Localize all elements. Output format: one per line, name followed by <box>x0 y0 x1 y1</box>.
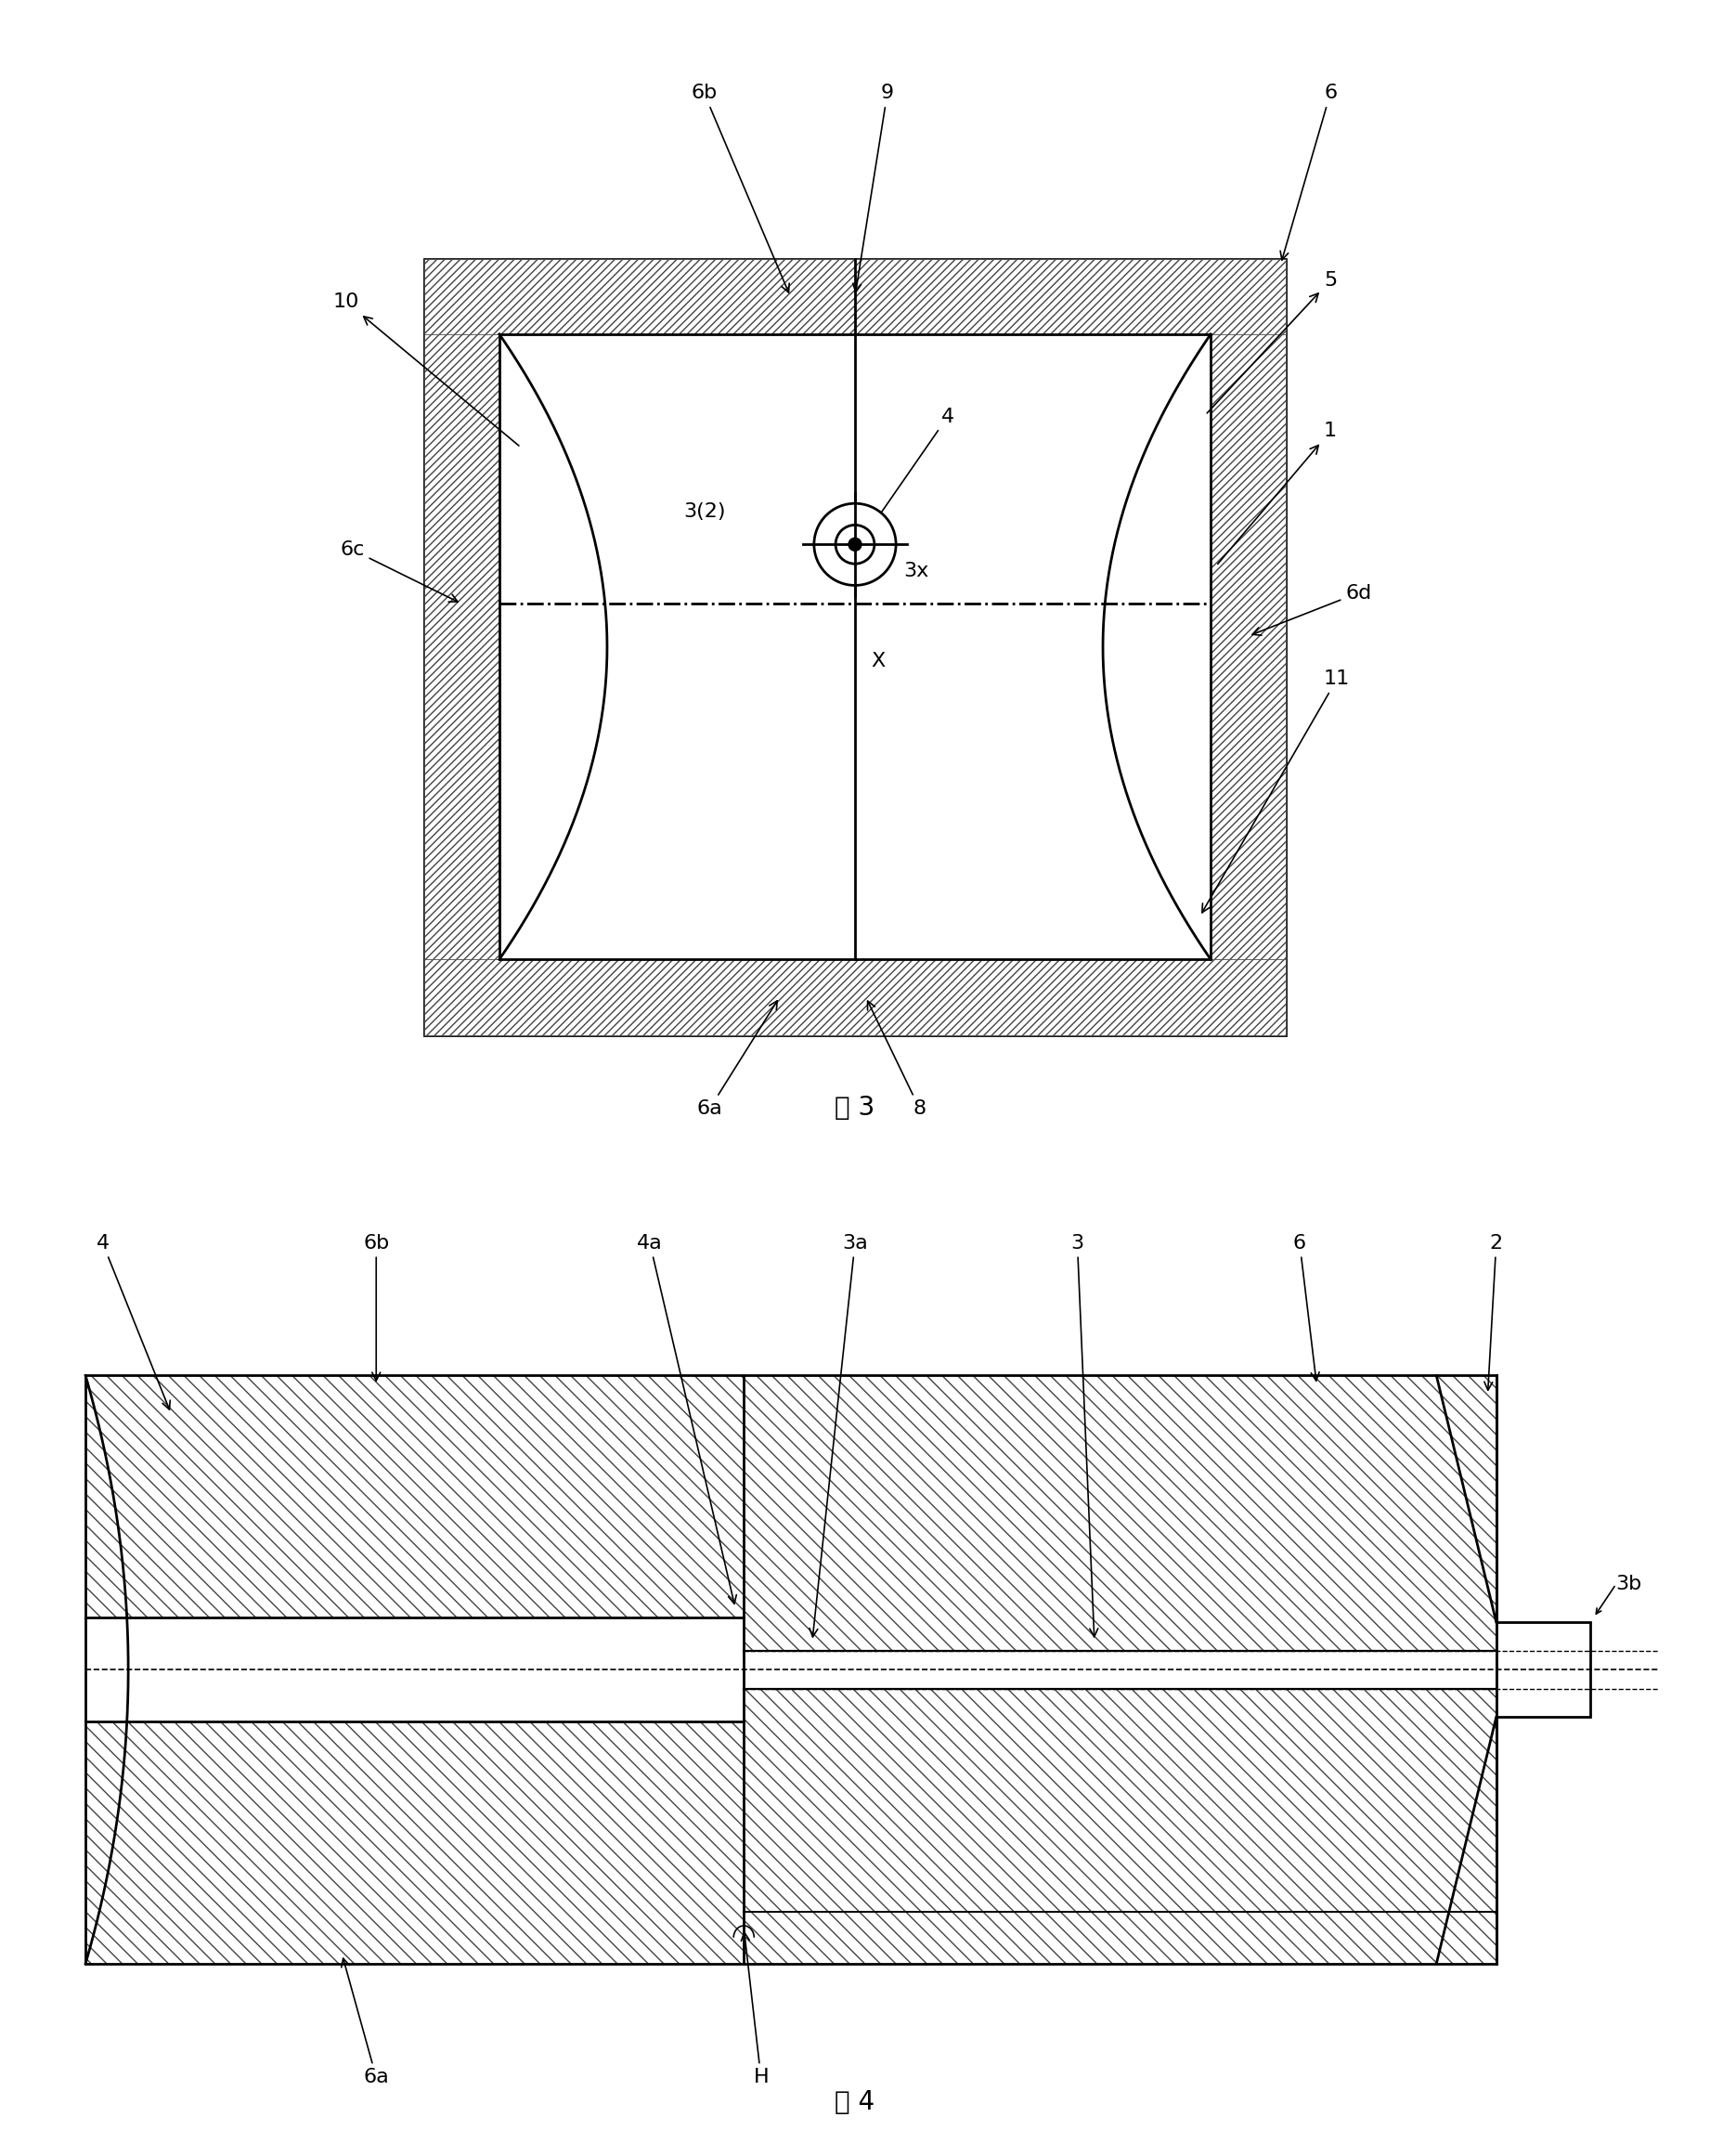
Bar <box>1211 334 1286 959</box>
Text: 3: 3 <box>1070 1233 1098 1636</box>
Text: 6: 6 <box>1281 84 1337 261</box>
Text: X: X <box>870 651 886 671</box>
Bar <box>424 259 1286 1035</box>
Text: 6b: 6b <box>363 1233 390 1380</box>
Text: 4: 4 <box>96 1233 171 1410</box>
Text: 6c: 6c <box>340 541 458 602</box>
Bar <box>744 1912 1496 1964</box>
Text: 4a: 4a <box>636 1233 737 1604</box>
Text: 3a: 3a <box>809 1233 869 1636</box>
Text: 图 3: 图 3 <box>834 1095 876 1121</box>
Bar <box>1496 1621 1590 1716</box>
Text: 10: 10 <box>333 293 518 446</box>
Bar <box>744 1376 1496 1651</box>
Circle shape <box>814 502 896 584</box>
Bar <box>86 1376 1496 1964</box>
Text: 6a: 6a <box>342 1958 390 2087</box>
Text: 6b: 6b <box>691 84 790 293</box>
Text: 3x: 3x <box>903 563 929 580</box>
Bar <box>86 1723 744 1964</box>
Text: 6a: 6a <box>696 1000 778 1119</box>
Bar <box>86 1617 744 1723</box>
Text: 3(2): 3(2) <box>684 502 725 522</box>
Text: 2: 2 <box>1484 1233 1503 1391</box>
Text: 6: 6 <box>1293 1233 1320 1380</box>
Text: H: H <box>740 1932 770 2087</box>
Text: 图 4: 图 4 <box>834 2089 876 2115</box>
Text: 9: 9 <box>853 84 894 293</box>
Text: 11: 11 <box>1202 671 1351 912</box>
Bar <box>744 1688 1496 1912</box>
Bar <box>86 1376 744 1617</box>
Bar <box>424 959 1286 1035</box>
Text: 5: 5 <box>1207 272 1337 414</box>
Text: 4: 4 <box>870 407 954 528</box>
Circle shape <box>836 524 874 563</box>
Text: 8: 8 <box>867 1000 927 1119</box>
Circle shape <box>848 537 862 550</box>
Bar <box>499 334 1211 959</box>
Bar <box>744 1651 1496 1688</box>
Bar <box>424 259 1286 334</box>
Text: 3b: 3b <box>1616 1576 1642 1593</box>
Text: 6d: 6d <box>1252 584 1371 636</box>
Text: 1: 1 <box>1218 423 1337 565</box>
Bar <box>424 334 499 959</box>
